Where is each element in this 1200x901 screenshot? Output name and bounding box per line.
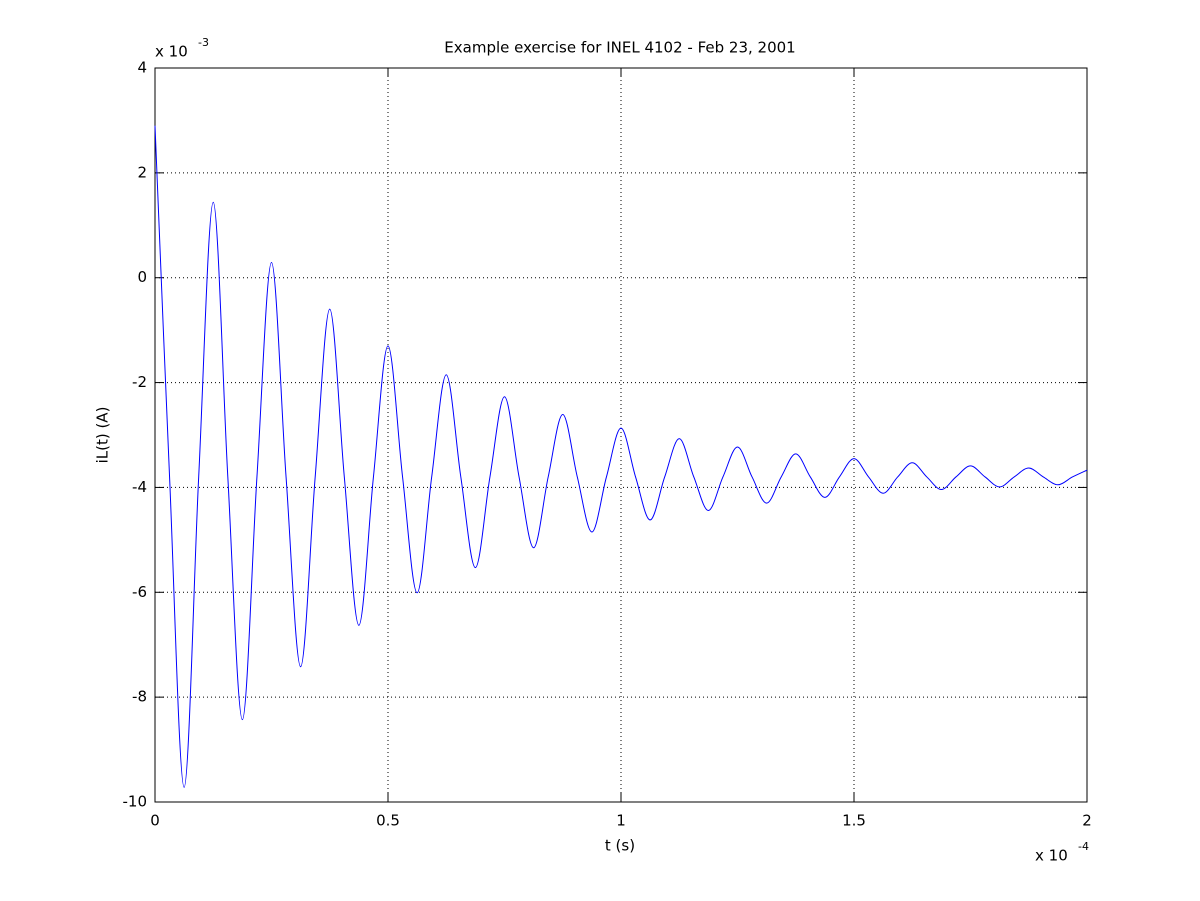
y-axis-label: iL(t) (A) — [94, 407, 112, 464]
y-tick-label: -6 — [132, 583, 147, 601]
x-tick-label: 1 — [616, 812, 626, 830]
y-tick-label: 4 — [137, 59, 147, 77]
x-offset-exponent: -4 — [1078, 840, 1089, 853]
x-offset-base: x 10 — [1035, 847, 1068, 865]
x-tick-label: 2 — [1082, 812, 1092, 830]
x-axis-label: t (s) — [605, 837, 635, 855]
y-tick-label: -2 — [132, 373, 147, 391]
y-tick-label: -10 — [123, 793, 148, 811]
y-offset-base: x 10 — [155, 43, 188, 61]
data-line — [154, 125, 1088, 788]
y-offset-exponent: -3 — [198, 36, 209, 49]
chart-title: Example exercise for INEL 4102 - Feb 23,… — [444, 39, 795, 57]
x-tick-label: 0.5 — [376, 812, 400, 830]
y-tick-label: 0 — [137, 268, 147, 286]
x-tick-label: 0 — [150, 812, 160, 830]
y-tick-label: 2 — [137, 163, 147, 181]
x-tick-label: 1.5 — [842, 812, 866, 830]
y-tick-label: -4 — [132, 478, 147, 496]
y-tick-label: -8 — [132, 688, 147, 706]
plot-frame — [154, 67, 1088, 803]
